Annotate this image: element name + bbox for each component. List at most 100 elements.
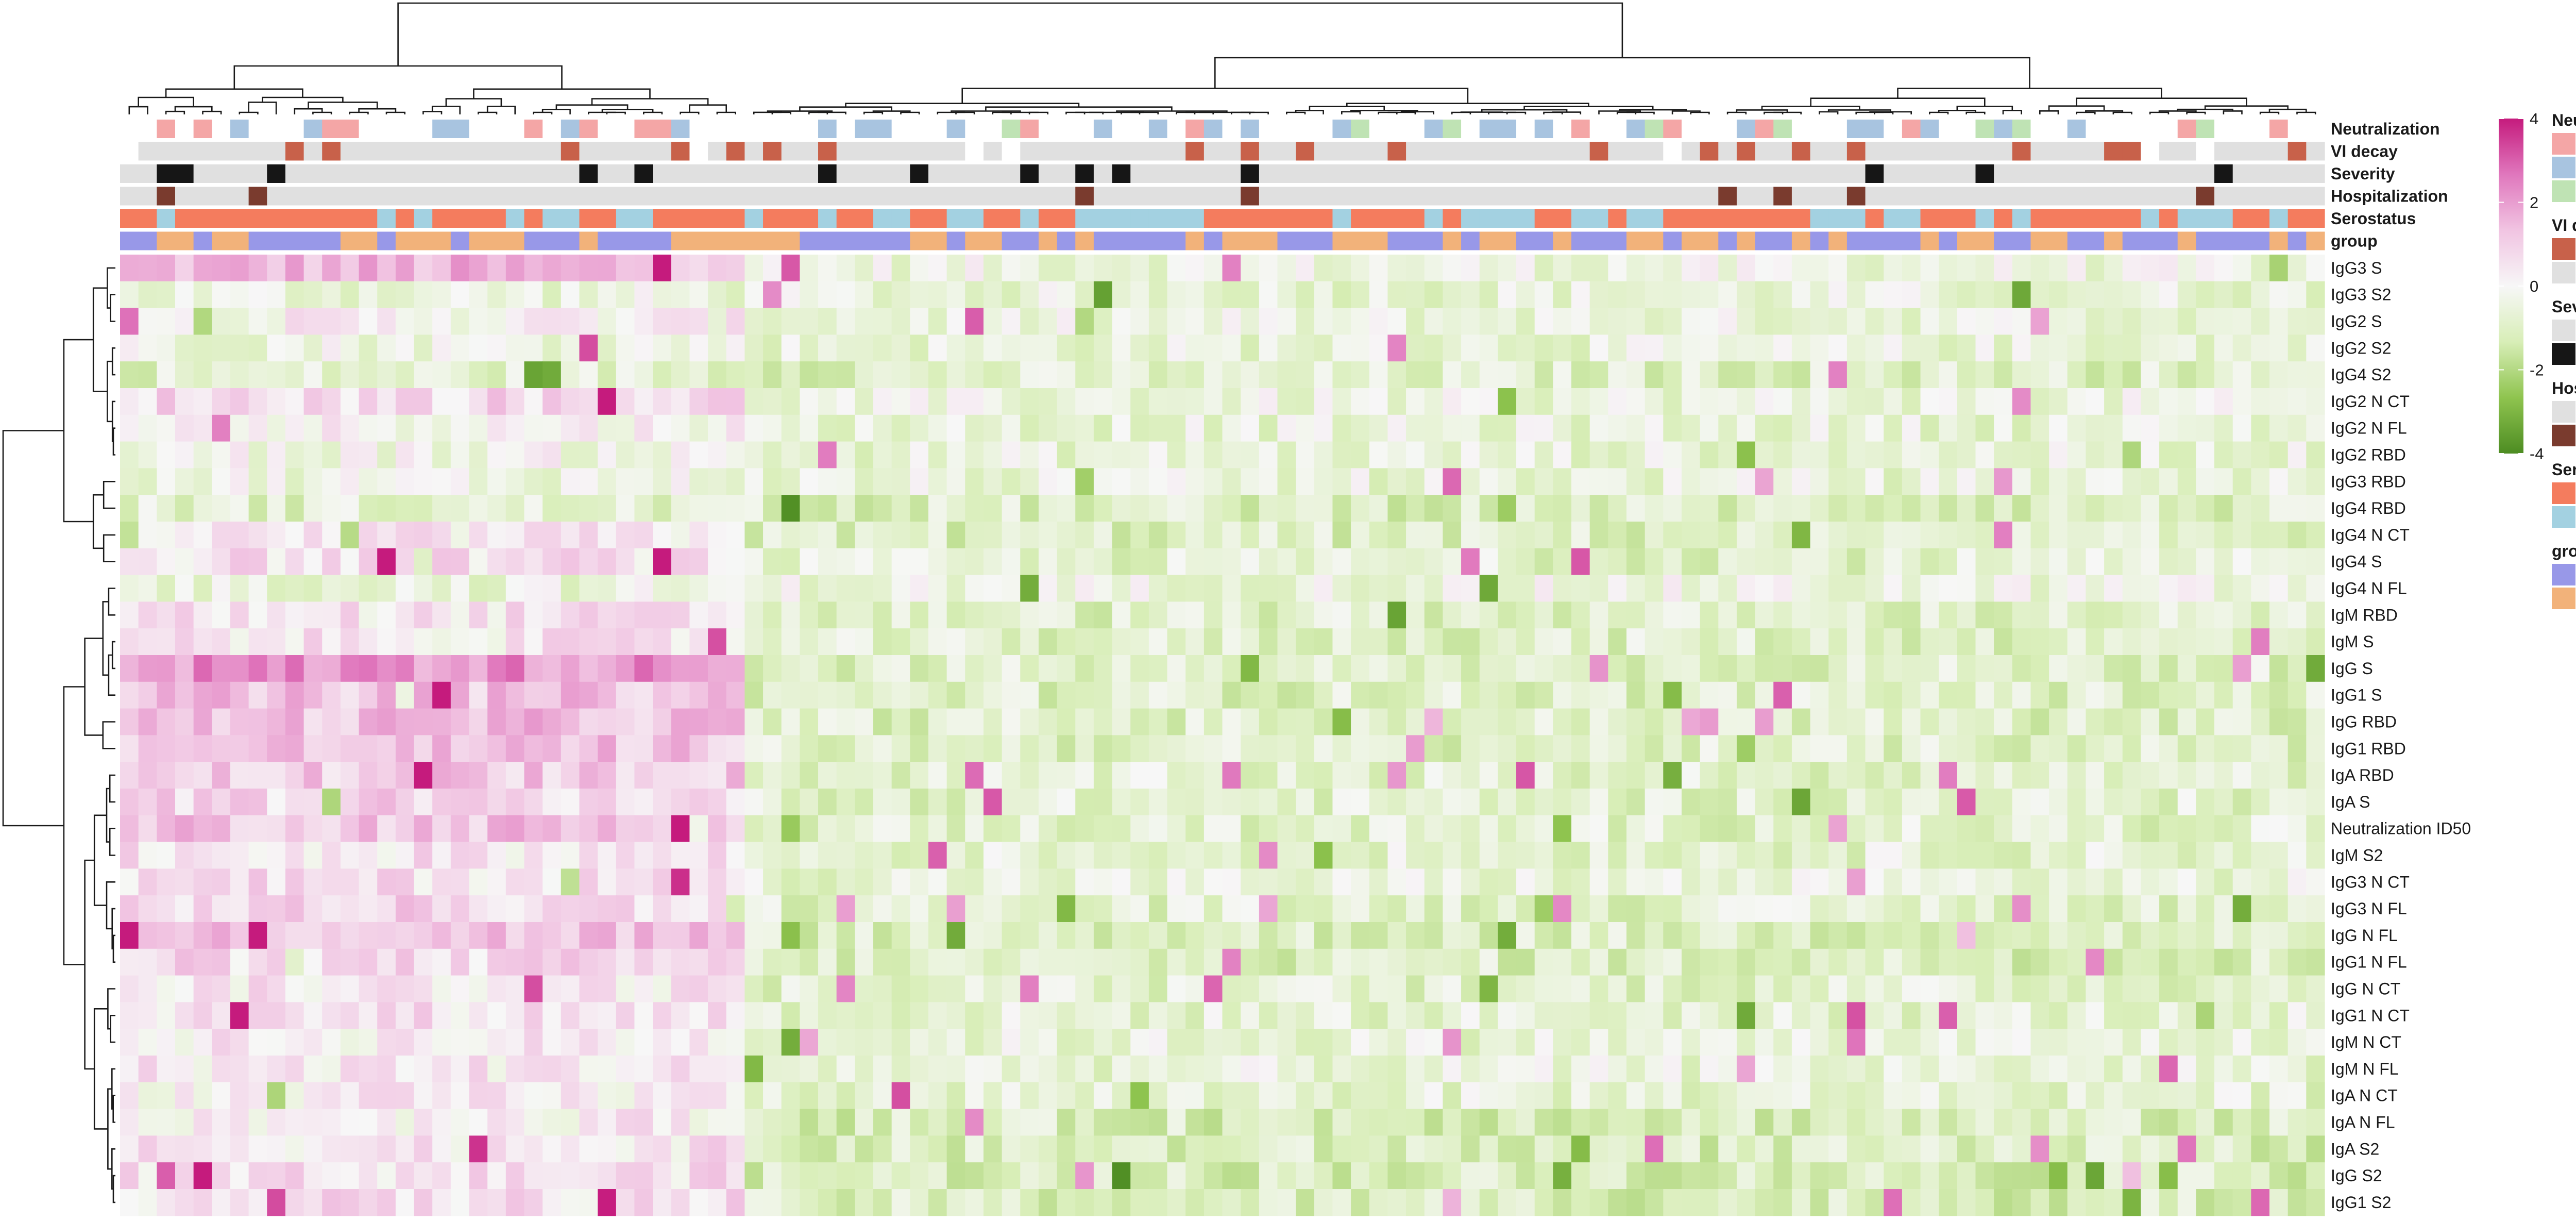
heatmap-cell xyxy=(432,975,451,1002)
heatmap-cell xyxy=(230,1082,249,1110)
heatmap-cell xyxy=(561,1082,580,1110)
annotation-cell xyxy=(1939,120,1958,138)
heatmap-cell xyxy=(1571,601,1590,629)
heatmap-cell xyxy=(873,735,892,762)
heatmap-cell xyxy=(1332,441,1351,468)
heatmap-cell xyxy=(1461,842,1480,869)
annotation-cell xyxy=(543,231,562,250)
heatmap-cell xyxy=(1663,735,1682,762)
heatmap-cell xyxy=(965,789,984,816)
annotation-cell xyxy=(653,120,672,138)
annotation-cell xyxy=(1608,120,1627,138)
heatmap-cell xyxy=(2086,1056,2105,1083)
annotation-cell xyxy=(1387,120,1406,138)
annotation-cell xyxy=(524,164,543,183)
heatmap-cell xyxy=(2122,255,2142,282)
annotation-cell xyxy=(1994,187,2013,206)
heatmap-cell xyxy=(1755,281,1774,309)
heatmap-cell xyxy=(1185,308,1205,335)
annotation-cell xyxy=(1736,231,1756,250)
heatmap-cell xyxy=(505,1082,525,1110)
heatmap-cell xyxy=(653,1162,672,1190)
annotation-cell xyxy=(671,231,690,250)
heatmap-cell xyxy=(230,948,249,976)
heatmap-cell xyxy=(965,708,984,735)
heatmap-cell xyxy=(1516,762,1535,789)
heatmap-cell xyxy=(1773,948,1792,976)
heatmap-cell xyxy=(267,868,286,896)
heatmap-cell xyxy=(1167,601,1186,629)
annotation-cell xyxy=(2067,187,2087,206)
heatmap-cell xyxy=(2306,1082,2325,1110)
heatmap-cell xyxy=(2141,1135,2160,1163)
heatmap-cell xyxy=(285,414,304,442)
heatmap-cell xyxy=(175,601,194,629)
heatmap-cell xyxy=(1369,548,1388,576)
annotation-cell xyxy=(2306,231,2325,250)
heatmap-cell xyxy=(2177,655,2196,682)
heatmap-cell xyxy=(2269,895,2289,923)
heatmap-cell xyxy=(726,1082,745,1110)
heatmap-cell xyxy=(1975,815,1994,843)
heatmap-cell xyxy=(469,1109,488,1136)
annotation-cell xyxy=(1663,209,1682,228)
heatmap-cell xyxy=(505,308,525,335)
heatmap-cell xyxy=(946,948,965,976)
heatmap-cell xyxy=(634,975,653,1002)
heatmap-cell xyxy=(1700,281,1719,309)
heatmap-cell xyxy=(2306,975,2325,1002)
heatmap-cell xyxy=(2232,762,2251,789)
heatmap-cell xyxy=(157,948,176,976)
heatmap-cell xyxy=(285,948,304,976)
heatmap-cell xyxy=(138,789,157,816)
heatmap-cell xyxy=(2251,495,2270,522)
heatmap-cell xyxy=(744,441,764,468)
annotation-cell xyxy=(1332,142,1351,161)
heatmap-cell xyxy=(2306,868,2325,896)
heatmap-cell xyxy=(138,1162,157,1190)
heatmap-cell xyxy=(1571,522,1590,549)
heatmap-cell xyxy=(1608,601,1627,629)
heatmap-cell xyxy=(285,842,304,869)
heatmap-cell xyxy=(2177,762,2196,789)
heatmap-cell xyxy=(1571,895,1590,923)
dendrogram-branch xyxy=(473,88,651,99)
heatmap-cell xyxy=(1314,414,1333,442)
heatmap-cell xyxy=(1443,762,1462,789)
annotation-cell xyxy=(322,231,341,250)
heatmap-cell xyxy=(726,762,745,789)
dendrogram-branch xyxy=(110,294,115,322)
heatmap-cell xyxy=(781,708,800,735)
heatmap-cell xyxy=(1167,548,1186,576)
heatmap-cell xyxy=(1994,789,2013,816)
heatmap-cell xyxy=(1994,681,2013,709)
heatmap-cell xyxy=(855,255,874,282)
heatmap-cell xyxy=(487,281,506,309)
heatmap-cell xyxy=(1957,468,1976,495)
heatmap-cell xyxy=(2122,334,2142,362)
heatmap-cell xyxy=(285,922,304,949)
annotation-cell xyxy=(1424,120,1443,138)
heatmap-cell xyxy=(487,975,506,1002)
heatmap-cell xyxy=(2104,495,2123,522)
heatmap-cell xyxy=(487,1002,506,1029)
heatmap-cell xyxy=(1994,1029,2013,1056)
heatmap-cell xyxy=(2012,762,2031,789)
dendrogram-branch xyxy=(591,98,709,105)
heatmap-cell xyxy=(1222,281,1241,309)
annotation-cell xyxy=(1884,187,1903,206)
heatmap-cell xyxy=(1241,308,1260,335)
heatmap-cell xyxy=(1002,308,1021,335)
heatmap-cell xyxy=(946,414,965,442)
heatmap-cell xyxy=(175,628,194,656)
heatmap-cell xyxy=(432,388,451,415)
heatmap-cell xyxy=(2269,1135,2289,1163)
annotation-cell xyxy=(1479,142,1498,161)
annotation-cell xyxy=(910,120,929,138)
heatmap-cell xyxy=(1810,815,1829,843)
heatmap-cell xyxy=(744,975,764,1002)
heatmap-cell xyxy=(910,815,929,843)
heatmap-cell xyxy=(1498,762,1517,789)
heatmap-cell xyxy=(1516,334,1535,362)
heatmap-cell xyxy=(193,601,212,629)
